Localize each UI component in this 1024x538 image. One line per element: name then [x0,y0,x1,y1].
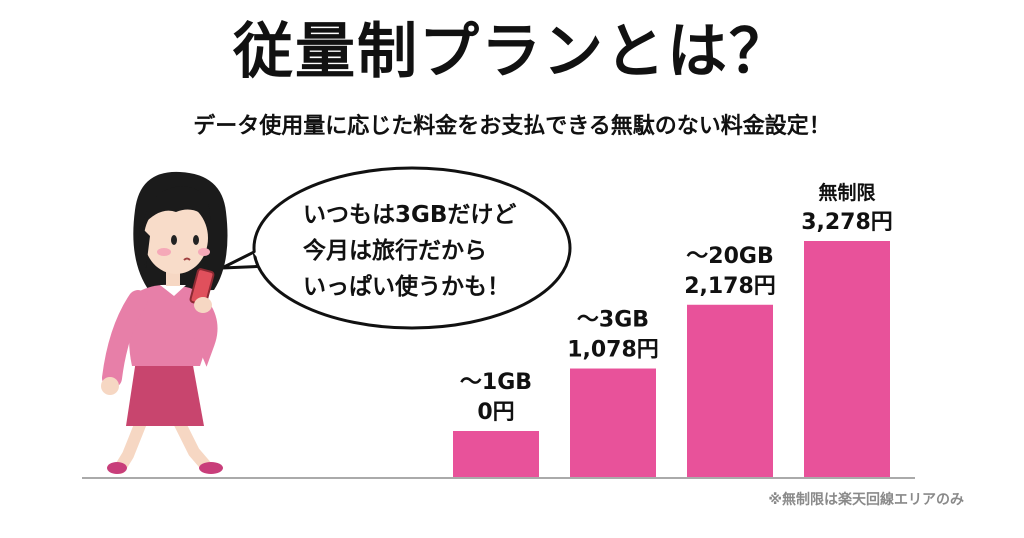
speech-line-3: いっぱい使うかも！ [303,274,510,300]
bar-2 [570,368,656,477]
speech-line-2: 今月は旅行だから [303,238,487,264]
value-label-2: 1,078円 [567,338,659,363]
category-label-4: 無制限 [818,181,875,204]
value-label-4: 3,278円 [801,210,893,235]
girl-with-phone-illustration [101,171,228,474]
bar-4 [804,241,890,477]
bar-1 [453,431,539,477]
page-subtitle: データ使用量に応じた料金をお支払できる無駄のない料金設定！ [193,114,831,139]
value-label-3: 2,178円 [684,274,776,299]
bar-3 [687,304,773,477]
category-label-2: 〜3GB [577,308,649,333]
value-label-1: 0円 [477,400,514,425]
page-title: 従量制プランとは？ [233,17,791,87]
category-label-3: 〜20GB [686,244,773,269]
category-label-1: 〜1GB [460,370,532,395]
footnote: ※無制限は楽天回線エリアのみ [768,492,964,508]
speech-line-1: いつもは3GBだけど [303,202,517,228]
speech-bubble [220,166,572,330]
speech-bubble-text: いつもは3GBだけど 今月は旅行だから いっぱい使うかも！ [303,197,553,305]
bars-group [453,241,890,477]
bar-labels-group: 〜1GB 0円 〜3GB 1,078円 〜20GB 2,178円 無制限 3,278円 [460,181,893,425]
